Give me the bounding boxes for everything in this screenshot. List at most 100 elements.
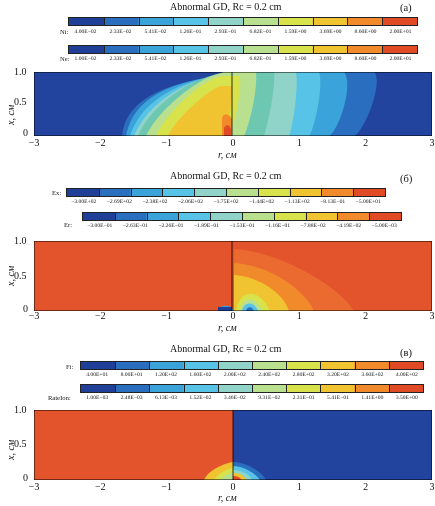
colorbar-name: Er: (64, 222, 73, 229)
panel-b: Abnormal GD, Rc = 0.2 cm (б) Ex: −3.00E+… (0, 168, 435, 336)
colorbar-tick-label: 2.93E−01 (214, 56, 237, 62)
colorbar-divider (217, 385, 219, 392)
colorbar-divider (273, 213, 275, 220)
x-tick: 1 (296, 311, 302, 322)
colorbar-tick-label: 2.00E+01 (389, 29, 412, 35)
colorbar-tick-label: −5.00E+01 (355, 199, 381, 205)
field-plot-potential (34, 410, 432, 480)
x-tick: 1 (296, 482, 302, 493)
colorbar-divider (353, 189, 354, 196)
colorbar-tick-label: −7.88E−02 (300, 223, 326, 229)
colorbar-divider (243, 46, 244, 53)
colorbar-tick-label: −2.38E+02 (142, 199, 168, 205)
colorbar-divider (208, 46, 209, 53)
colorbar-tick-label: 2.80E+02 (292, 372, 315, 378)
colorbar-tick-label: 4.00E+02 (395, 372, 418, 378)
colorbar-tick-label: 3.20E+02 (327, 372, 349, 378)
colorbar-divider (289, 189, 291, 196)
colorbar-tick-label: 6.13E−03 (155, 395, 177, 401)
x-tick: 2 (363, 482, 369, 493)
x-tick: 2 (363, 138, 369, 149)
colorbar-divider (257, 189, 259, 196)
colorbar-tick-label: −1.16E−01 (264, 223, 291, 229)
colorbar-divider (103, 18, 105, 25)
colorbar-divider (183, 362, 185, 369)
colorbar-divider (388, 362, 390, 369)
colorbar-rateion (80, 384, 424, 393)
x-tick: 0 (230, 482, 236, 493)
panel-title: Abnormal GD, Rc = 0.2 cm (170, 344, 282, 355)
colorbar-divider (162, 189, 163, 196)
colorbar-tick-label: 3.50E+00 (395, 395, 418, 401)
colorbar-divider (138, 18, 140, 25)
y-tick: 0.5 (14, 97, 27, 108)
colorbar-divider (382, 18, 383, 25)
colorbar-divider (312, 46, 314, 53)
colorbar-tick-label: 8.60E+00 (354, 29, 377, 35)
colorbar-divider (337, 213, 338, 220)
colorbar-tick-label: 1.52E−02 (189, 395, 212, 401)
colorbar-divider (382, 46, 383, 53)
x-ticks: −3 −2 −1 0 1 2 3 (29, 482, 435, 494)
colorbar-tick-label: 1.59E+00 (284, 29, 307, 35)
colorbar-tick-label: 1.59E+00 (284, 56, 307, 62)
colorbar-tick-label: 2.33E−02 (109, 56, 132, 62)
x-tick: −2 (95, 482, 106, 493)
colorbar-divider (114, 213, 116, 220)
colorbar-divider (354, 362, 356, 369)
panel-label: (в) (400, 348, 412, 359)
colorbar-divider (146, 213, 148, 220)
colorbar-tick-label: 8.60E+00 (354, 56, 377, 62)
x-tick: 0 (230, 311, 236, 322)
field-plot-density (34, 72, 432, 136)
colorbar-divider (226, 189, 227, 196)
colorbar-tick-label: −8.13E−01 (320, 199, 346, 205)
colorbar-tick-label: −4.19E−02 (336, 223, 362, 229)
x-axis-label: r, см (218, 150, 237, 161)
x-tick: 1 (296, 138, 302, 149)
colorbar-tick-label: 6.82E−01 (249, 29, 272, 35)
colorbar-tick-label: −5.00E−03 (371, 223, 397, 229)
y-tick: 0 (23, 304, 28, 315)
colorbar-tick-label: 5.41E−02 (144, 56, 167, 62)
colorbar-divider (98, 189, 100, 196)
colorbar-tick-label: 3.60E+02 (361, 372, 384, 378)
colorbar-tick-label: 3.69E+00 (319, 56, 342, 62)
colorbar-divider (173, 46, 174, 53)
y-tick: 0.5 (14, 439, 27, 450)
colorbar-divider (388, 385, 390, 392)
colorbar-tick-label: 9.31E−02 (258, 395, 281, 401)
colorbar-tick-label: −3.00E+02 (71, 199, 97, 205)
panel-a: Abnormal GD, Rc = 0.2 cm (а) Ni: 4.00E−0… (0, 0, 435, 165)
x-tick: −1 (161, 311, 172, 322)
field-plot-electric (34, 241, 432, 311)
colorbar-name: Ne: (60, 56, 70, 63)
colorbar-divider (242, 213, 243, 220)
colorbar-ex (66, 188, 386, 197)
x-tick: −3 (28, 482, 40, 493)
panel-title: Abnormal GD, Rc = 0.2 cm (170, 171, 282, 182)
colorbar-tick-label: 4.00E−02 (74, 29, 97, 35)
colorbar-tick-label: 3.46E−02 (223, 395, 246, 401)
colorbar-divider (369, 213, 370, 220)
colorbar-divider (149, 362, 150, 369)
colorbar-divider (210, 213, 211, 220)
colorbar-divider (286, 385, 287, 392)
colorbar-divider (320, 385, 321, 392)
colorbar-divider (312, 18, 314, 25)
colorbar-divider (138, 46, 140, 53)
y-tick: 0 (23, 128, 28, 139)
x-tick: −3 (28, 138, 40, 149)
panel-label: (б) (400, 174, 413, 185)
colorbar-tick-label: 2.40E+02 (258, 372, 281, 378)
colorbar-divider (208, 18, 209, 25)
y-tick: 1.0 (14, 405, 27, 416)
x-tick: 0 (230, 138, 236, 149)
colorbar-tick-label: 1.00E−02 (74, 56, 97, 62)
colorbar-divider (173, 18, 174, 25)
colorbar-tick-label: −1.75E+02 (213, 199, 239, 205)
x-ticks: −3 −2 −1 0 1 2 3 (29, 311, 435, 323)
colorbar-er (82, 212, 402, 221)
x-tick: −3 (28, 311, 40, 322)
colorbar-divider (347, 46, 348, 53)
